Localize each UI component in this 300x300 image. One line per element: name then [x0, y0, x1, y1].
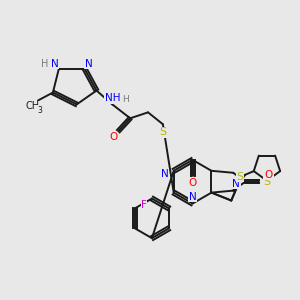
Text: O: O: [109, 132, 118, 142]
Text: O: O: [188, 178, 197, 188]
Text: S: S: [159, 127, 167, 137]
Text: CH: CH: [25, 101, 39, 111]
Text: S: S: [263, 177, 271, 187]
Text: O: O: [265, 170, 273, 180]
Text: S: S: [237, 172, 244, 182]
Text: NH: NH: [105, 94, 120, 103]
Text: N: N: [232, 179, 240, 189]
Text: F: F: [141, 200, 147, 211]
Text: N: N: [51, 59, 59, 69]
Text: N: N: [189, 192, 196, 202]
Text: H: H: [122, 95, 129, 104]
Text: N: N: [85, 59, 92, 69]
Text: H: H: [41, 59, 49, 69]
Text: N: N: [161, 169, 169, 179]
Text: 3: 3: [38, 106, 43, 115]
